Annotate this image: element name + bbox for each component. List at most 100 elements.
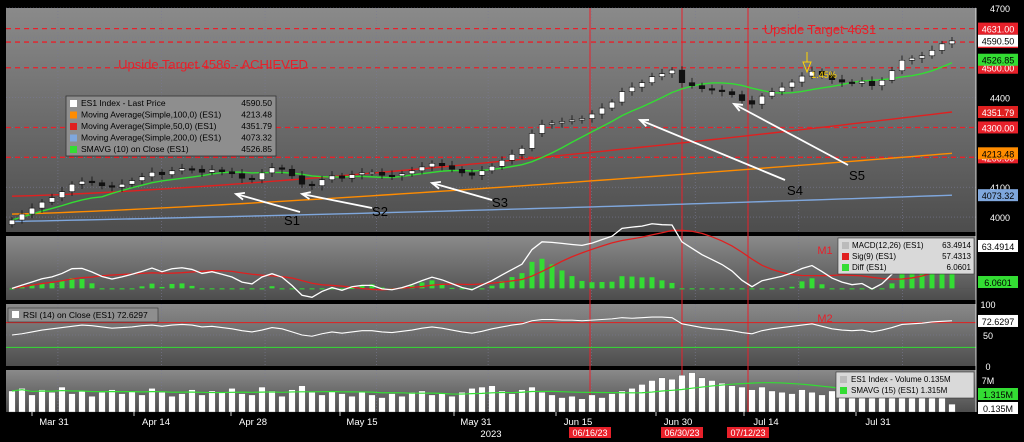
macd-diff-bar — [839, 288, 845, 290]
volume-bar — [518, 389, 526, 413]
legend-value: 4590.50 — [241, 98, 272, 108]
annotation-upside-4586: Upside Target 4586 - ACHIEVED — [118, 57, 308, 72]
value-badge-label: 4526.85 — [982, 56, 1015, 66]
macd-diff-bar — [589, 282, 595, 289]
candle — [708, 88, 716, 91]
macd-diff-bar — [9, 288, 15, 290]
legend-label: SMAVG (10) on Close (ES1) — [81, 144, 189, 154]
candle — [38, 201, 46, 209]
volume-bar — [218, 392, 226, 413]
support-arrow-head — [233, 191, 246, 201]
macd-diff-bar — [709, 288, 715, 290]
macd-diff-bar — [459, 288, 465, 290]
macd-diff-bar — [149, 283, 155, 289]
macd-diff-bar — [169, 283, 175, 289]
candle — [378, 171, 386, 176]
macd-legend: MACD(12,26) (ES1) 63.4914 Sig(9) (ES1) 57.4… — [837, 237, 975, 275]
value-badge-label: 4590.50 — [982, 37, 1015, 47]
candle — [408, 170, 416, 175]
volume-bar — [488, 385, 496, 413]
candle — [278, 167, 286, 170]
legend-box — [65, 95, 277, 157]
candle — [298, 175, 306, 185]
candle — [498, 160, 506, 167]
candle — [538, 124, 546, 134]
candle — [788, 81, 796, 88]
candle — [68, 183, 76, 192]
candle — [928, 50, 936, 57]
macd-diff-bar — [109, 288, 115, 290]
candle — [568, 119, 576, 122]
macd-diff-bar — [229, 288, 235, 290]
macd-diff-bar — [199, 288, 205, 290]
volume-bar — [78, 390, 86, 413]
candle — [328, 175, 336, 181]
ma50-line — [11, 111, 953, 197]
candle — [858, 80, 866, 84]
legend-label: ES1 Index - Last Price — [81, 98, 166, 108]
value-badge — [978, 34, 1018, 47]
macd-diff-bar — [939, 269, 945, 289]
candle — [28, 207, 36, 215]
macd-diff-bar — [519, 273, 525, 289]
legend-label: Sig(9) (ES1) — [852, 252, 896, 261]
volume-bar — [278, 396, 286, 413]
volume-bar — [108, 389, 116, 413]
legend-swatch — [70, 100, 77, 107]
legend-swatch — [840, 376, 847, 383]
macd-diff-bar — [209, 288, 215, 290]
candle — [168, 170, 176, 175]
legend-value: 4526.85 — [241, 144, 272, 154]
price-level-label: 4500.00 — [982, 64, 1015, 74]
macd-diff-bar — [759, 288, 765, 290]
volume-bar — [788, 393, 796, 413]
candle — [358, 172, 366, 175]
volume-bar — [158, 392, 166, 413]
price-level-badge — [978, 121, 1018, 134]
macd-diff-bar — [489, 285, 495, 289]
volume-bar — [238, 393, 246, 413]
candle — [138, 176, 146, 181]
candle — [878, 79, 886, 86]
candle — [108, 185, 116, 188]
volume-bar — [268, 390, 276, 413]
candle — [738, 94, 746, 101]
candle — [288, 168, 296, 177]
ma100-line — [11, 152, 953, 215]
legend-label: MACD(12,26) (ES1) — [852, 241, 924, 250]
macd-diff-bar — [789, 286, 795, 289]
date-marker-badge — [569, 427, 611, 438]
legend-value: 4351.79 — [241, 121, 272, 131]
volume-bar — [808, 392, 816, 413]
date-marker-label: 07/12/23 — [730, 428, 765, 438]
volume-sma-line — [11, 382, 953, 395]
value-badge-label: 4073.32 — [982, 191, 1015, 201]
legend-swatch — [70, 146, 77, 153]
candle — [468, 172, 476, 176]
candle — [518, 148, 526, 155]
macd-diff-bar — [449, 287, 455, 289]
macd-diff-bar — [799, 281, 805, 289]
macd-diff-bar — [699, 288, 705, 290]
macd-diff-bar — [609, 281, 615, 289]
macd-diff-bar — [99, 288, 105, 290]
legend-value: 4073.32 — [241, 133, 272, 143]
value-badge — [978, 314, 1018, 327]
macd-diff-bar — [719, 288, 725, 290]
volume-bar — [18, 388, 26, 413]
candle — [888, 70, 896, 81]
value-badge — [978, 189, 1018, 202]
macd-panel — [6, 236, 976, 300]
volume-bar — [828, 390, 836, 413]
volume-bar — [8, 390, 16, 413]
volume-bar — [358, 392, 366, 413]
support-label: S2 — [372, 204, 388, 219]
volume-bar — [818, 394, 826, 413]
candle — [728, 91, 736, 95]
candle — [338, 175, 346, 179]
macd-marker: M1 — [817, 245, 832, 257]
x-tick-label: Mar 31 — [39, 417, 69, 428]
candle — [18, 213, 26, 221]
macd-diff-bar — [29, 285, 35, 289]
